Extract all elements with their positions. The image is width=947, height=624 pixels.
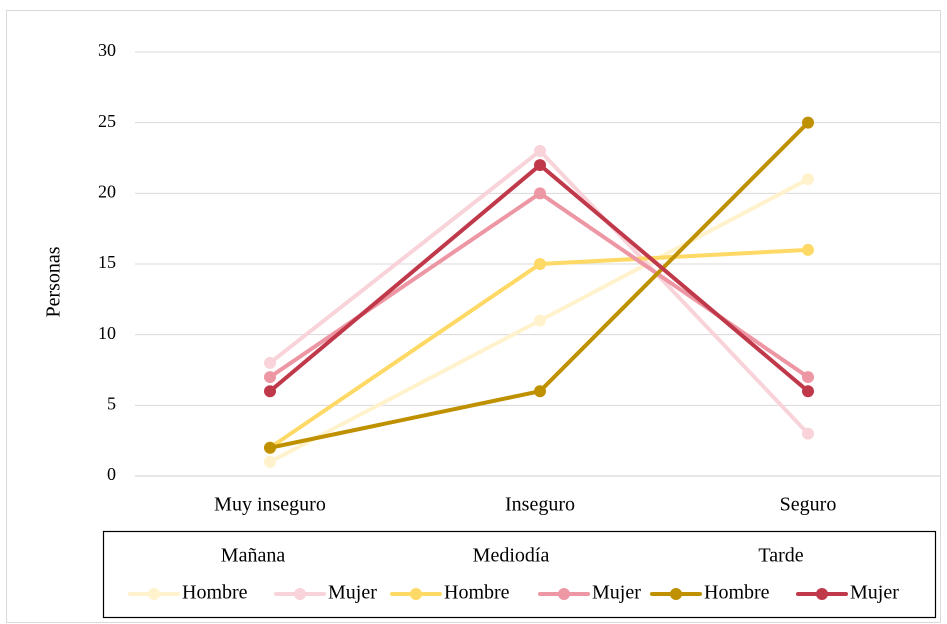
x-category-label: Seguro	[780, 494, 837, 516]
data-point	[534, 258, 546, 270]
legend-entry: Hombre	[650, 582, 770, 604]
data-point	[802, 173, 814, 186]
legend: Mañana Mediodía Tarde Hombre Mujer Hombre Muje…	[102, 530, 937, 619]
legend-entry: Mujer	[538, 582, 641, 604]
legend-swatch-marker	[670, 588, 682, 600]
legend-swatch-marker	[816, 588, 828, 600]
x-axis-categories: Muy inseguro Inseguro Seguro	[214, 494, 836, 516]
legend-entry-label: Mujer	[592, 582, 641, 604]
y-tick-label: 25	[98, 111, 116, 131]
data-point	[534, 385, 546, 398]
data-point	[802, 116, 814, 129]
legend-entry: Hombre	[128, 582, 248, 604]
legend-entry: Mujer	[796, 582, 899, 604]
legend-group-label: Mediodía	[473, 545, 550, 567]
y-tick-label: 30	[98, 40, 116, 60]
data-point	[264, 455, 276, 468]
legend-swatch-marker	[294, 588, 306, 600]
legend-entry-label: Hombre	[704, 582, 770, 604]
data-point	[264, 441, 276, 454]
legend-entry-label: Hombre	[182, 582, 248, 604]
legend-swatch-marker	[410, 588, 422, 600]
legend-entry-label: Mujer	[328, 582, 377, 604]
y-axis-title: Personas	[43, 246, 65, 317]
data-point	[534, 144, 546, 157]
data-point	[802, 427, 814, 440]
series-tarde-hombre	[264, 116, 814, 454]
legend-entry-label: Mujer	[850, 582, 899, 604]
legend-entry: Mujer	[274, 582, 377, 604]
legend-group-label: Tarde	[758, 545, 803, 567]
series-mañana-hombre	[264, 173, 814, 468]
data-point	[802, 371, 814, 384]
data-point	[534, 187, 546, 200]
data-point	[534, 159, 546, 172]
x-category-label: Inseguro	[505, 494, 575, 516]
data-point	[802, 243, 814, 256]
data-point	[264, 371, 276, 384]
chart-border	[6, 10, 941, 623]
y-tick-label: 20	[98, 181, 116, 201]
y-tick-label: 15	[98, 252, 116, 272]
series-mañana-mujer	[264, 144, 814, 440]
legend-group-label: Mañana	[221, 545, 286, 567]
legend-swatch-marker	[558, 588, 570, 600]
legend-swatch-marker	[148, 588, 160, 600]
legend-entry: Hombre	[390, 582, 510, 604]
data-point	[534, 314, 546, 327]
series-tarde-mujer	[264, 159, 814, 398]
y-tick-label: 10	[98, 323, 116, 343]
data-point	[264, 356, 276, 369]
data-point	[802, 385, 814, 398]
legend-box	[102, 530, 937, 619]
series-lines	[264, 116, 814, 468]
x-category-label: Muy inseguro	[214, 494, 326, 516]
data-point	[264, 385, 276, 398]
y-tick-label: 5	[107, 393, 116, 413]
y-tick-label: 0	[107, 464, 116, 484]
legend-entry-label: Hombre	[444, 582, 510, 604]
y-axis-ticks: 0 5 10 15 20 25 30	[98, 40, 116, 484]
